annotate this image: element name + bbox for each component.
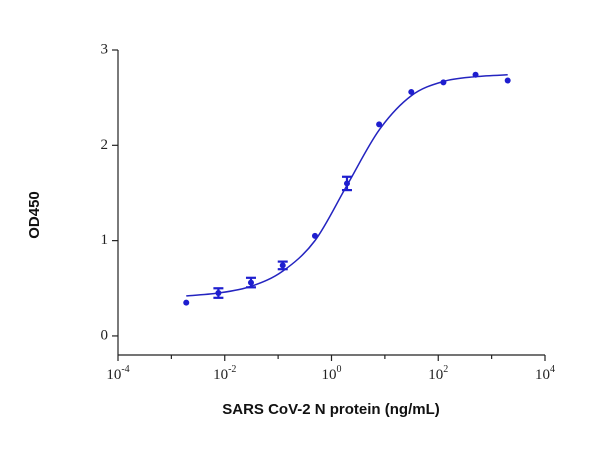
x-tick-exponent: 0 bbox=[337, 364, 342, 375]
x-tick-label: 104 bbox=[535, 364, 555, 383]
x-tick-base: 10 bbox=[428, 367, 443, 383]
data-point bbox=[247, 279, 254, 286]
data-point bbox=[504, 77, 511, 84]
data-point bbox=[440, 79, 447, 86]
y-tick-label: 3 bbox=[101, 41, 109, 57]
x-tick-base: 10 bbox=[322, 367, 337, 383]
data-point bbox=[311, 232, 318, 239]
data-point bbox=[376, 121, 383, 128]
data-point bbox=[279, 262, 286, 269]
x-tick-base: 10 bbox=[106, 367, 121, 383]
data-point bbox=[343, 180, 350, 187]
x-tick-exponent: -4 bbox=[121, 364, 129, 375]
x-tick-exponent: -2 bbox=[228, 364, 236, 375]
x-tick-base: 10 bbox=[213, 367, 228, 383]
y-axis-title: OD450 bbox=[26, 191, 43, 239]
x-tick-label: 10-4 bbox=[106, 364, 129, 383]
x-tick-label: 10-2 bbox=[213, 364, 236, 383]
y-tick-label: 2 bbox=[101, 137, 109, 153]
data-point bbox=[472, 71, 479, 78]
x-axis-title: SARS CoV-2 N protein (ng/mL) bbox=[222, 401, 440, 418]
data-point bbox=[183, 299, 190, 306]
x-tick-exponent: 4 bbox=[550, 364, 555, 375]
x-tick-label: 102 bbox=[428, 364, 448, 383]
data-point bbox=[215, 290, 222, 297]
y-tick-label: 0 bbox=[101, 327, 109, 343]
x-tick-exponent: 2 bbox=[443, 364, 448, 375]
data-point bbox=[408, 88, 415, 95]
y-tick-label: 1 bbox=[101, 232, 109, 248]
x-tick-base: 10 bbox=[535, 367, 550, 383]
x-tick-label: 100 bbox=[322, 364, 342, 383]
